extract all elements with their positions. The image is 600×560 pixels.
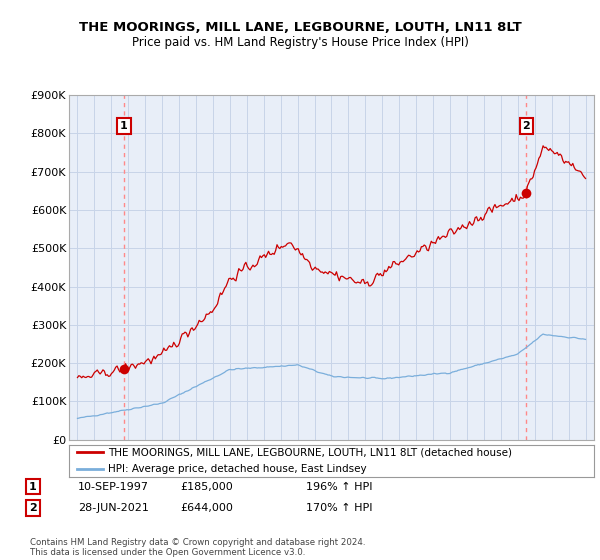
Text: 2: 2 — [523, 121, 530, 131]
Text: Price paid vs. HM Land Registry's House Price Index (HPI): Price paid vs. HM Land Registry's House … — [131, 36, 469, 49]
Text: THE MOORINGS, MILL LANE, LEGBOURNE, LOUTH, LN11 8LT (detached house): THE MOORINGS, MILL LANE, LEGBOURNE, LOUT… — [109, 447, 512, 457]
Text: THE MOORINGS, MILL LANE, LEGBOURNE, LOUTH, LN11 8LT: THE MOORINGS, MILL LANE, LEGBOURNE, LOUT… — [79, 21, 521, 34]
Text: 28-JUN-2021: 28-JUN-2021 — [78, 503, 149, 513]
Text: Contains HM Land Registry data © Crown copyright and database right 2024.
This d: Contains HM Land Registry data © Crown c… — [30, 538, 365, 557]
Text: 2: 2 — [29, 503, 37, 513]
Text: 10-SEP-1997: 10-SEP-1997 — [78, 482, 149, 492]
Text: £644,000: £644,000 — [180, 503, 233, 513]
Text: 1: 1 — [29, 482, 37, 492]
Text: HPI: Average price, detached house, East Lindsey: HPI: Average price, detached house, East… — [109, 464, 367, 474]
Text: 1: 1 — [120, 121, 128, 131]
Text: 196% ↑ HPI: 196% ↑ HPI — [306, 482, 373, 492]
Text: 170% ↑ HPI: 170% ↑ HPI — [306, 503, 373, 513]
Text: £185,000: £185,000 — [180, 482, 233, 492]
